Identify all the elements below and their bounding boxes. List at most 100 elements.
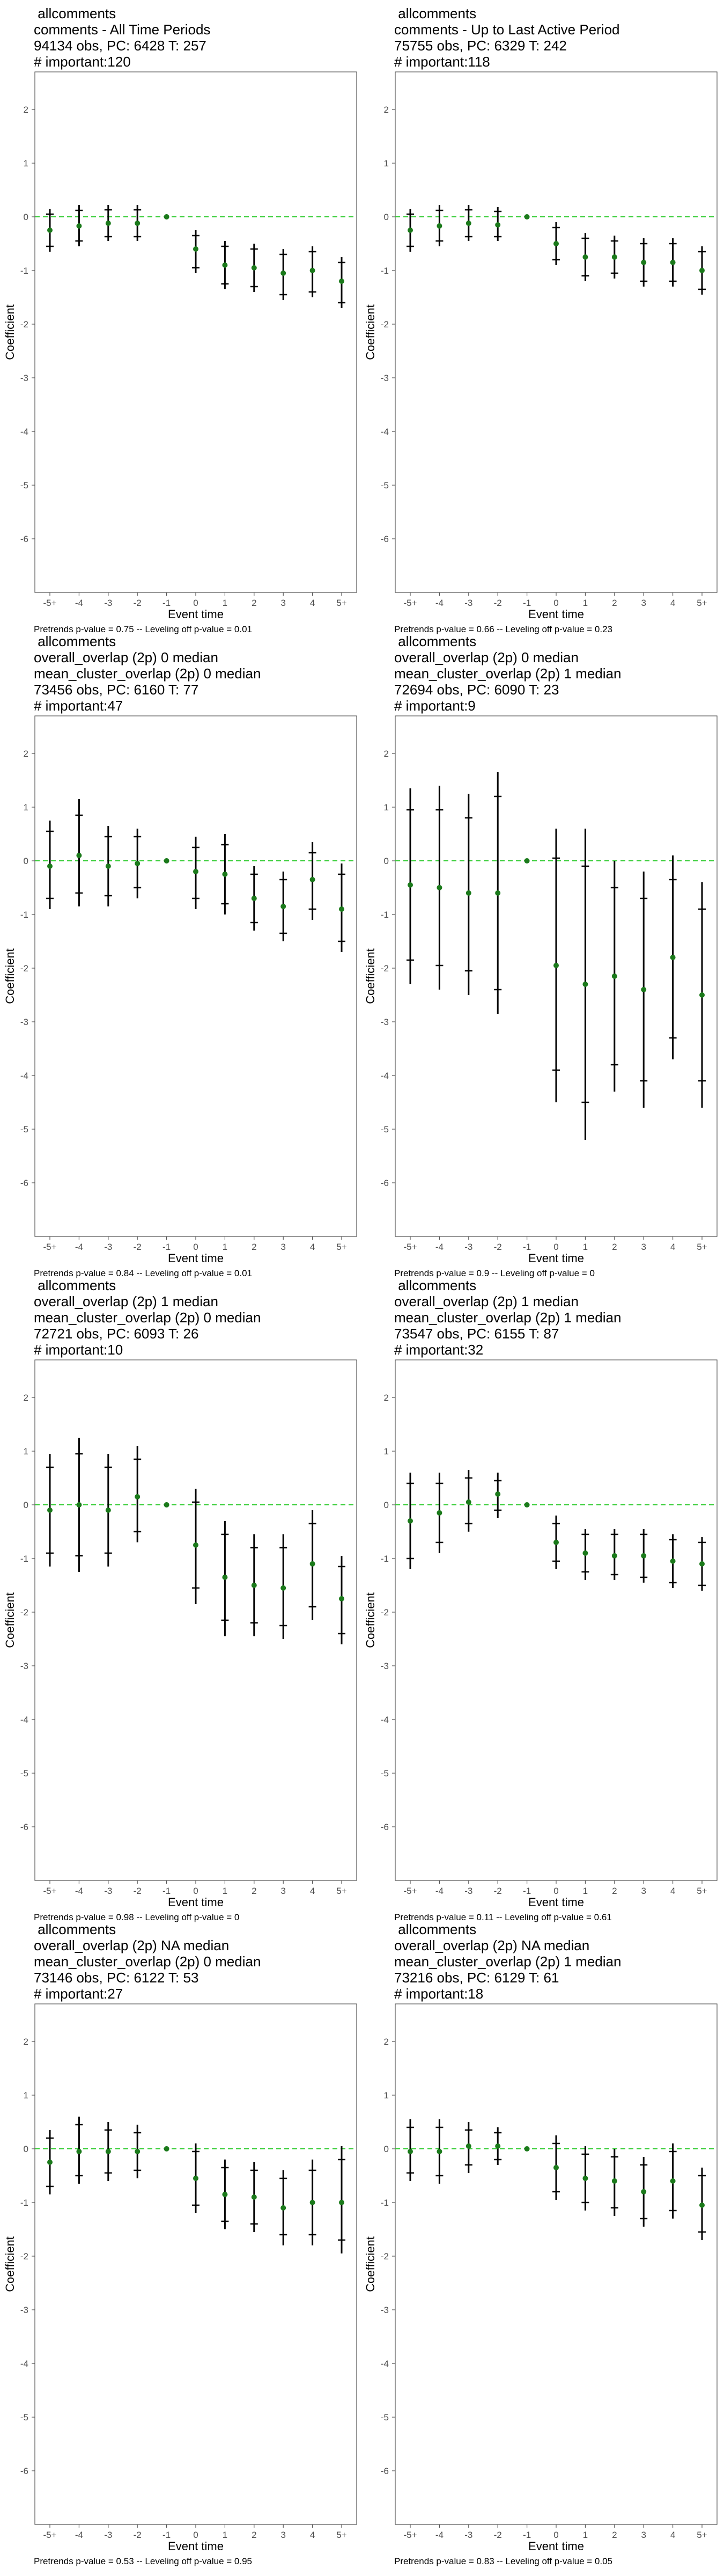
chart-title-line: # important:120 [34,54,131,70]
chart-title-line: comments - Up to Last Active Period [394,21,620,38]
coefficient-point [222,2192,228,2197]
coefficient-point [105,2149,111,2154]
x-tick-label: -1 [162,2530,171,2540]
y-tick-label: -6 [381,1178,389,1188]
x-tick-label: -4 [75,1242,83,1252]
coefficient-point [641,987,647,992]
x-tick-label: 0 [553,2530,558,2540]
y-tick-label: -6 [381,2466,389,2476]
x-tick-label: -2 [494,1886,502,1896]
y-tick-label: 2 [24,2037,28,2047]
x-tick-label: 3 [641,598,646,608]
x-tick-label: -3 [104,2530,112,2540]
y-tick-label: -4 [381,2359,389,2369]
x-tick-label: 0 [553,1886,558,1896]
y-tick-label: -3 [20,373,28,383]
y-tick-label: -6 [20,534,28,544]
x-tick-label: -5+ [43,1242,56,1252]
x-tick-label: -5+ [403,1242,417,1252]
coefficient-point [582,1550,588,1556]
coefficient-point [135,861,141,866]
coefficient-point [437,1510,442,1516]
chart-title-line: overall_overlap (2p) 0 median [394,649,579,665]
y-tick-label: 0 [384,2144,389,2154]
y-tick-label: -2 [381,1607,389,1618]
x-tick-label: -4 [435,598,444,608]
y-tick-label: 1 [24,802,28,813]
coefficient-point [611,2178,617,2184]
chart-panel: allcomments overall_overlap (2p) NA media… [0,1921,360,2576]
x-tick-label: 1 [223,598,227,608]
x-tick-label: 1 [583,1886,588,1896]
x-tick-label: 0 [193,1886,198,1896]
chart-title-line: 75755 obs, PC: 6329 T: 242 [394,38,567,54]
chart-panel: allcomments overall_overlap (2p) 1 median… [360,1277,721,1932]
chart-plot: 2 1 0 -1 -2 -3 -4 -5 -6 -5+ -4 -3 -2 -1 0 1 2 3 4 5+ Event t… [3,2003,357,2553]
chart-title-line: mean_cluster_overlap (2p) 0 median [34,665,261,682]
chart-title-line: allcomments [394,1921,477,1937]
x-tick-label: -4 [75,1886,83,1896]
coefficient-point [222,872,228,877]
x-tick-label: -5+ [403,1886,417,1896]
coefficient-point [251,1583,257,1588]
x-tick-label: -2 [494,598,502,608]
y-tick-label: -2 [381,963,389,974]
coefficient-point [437,223,442,229]
y-tick-label: -5 [20,1124,28,1135]
x-tick-label: -5+ [403,598,417,608]
y-tick-label: -2 [381,319,389,330]
coefficient-point [309,268,315,273]
chart-title: allcomments overall_overlap (2p) NA media… [34,1921,261,2002]
coefficient-point [339,906,344,912]
chart-panel: allcomments comments - All Time Periods 94… [0,0,360,644]
x-tick-label: 1 [223,1242,227,1252]
coefficient-point [280,2205,286,2211]
coefficient-point [164,2146,169,2151]
x-tick-label: 5+ [697,598,707,608]
y-tick-label: -6 [20,1178,28,1188]
chart-title: allcomments overall_overlap (2p) NA media… [394,1921,621,2002]
coefficient-point [280,270,286,276]
plot-frame [34,71,357,593]
coefficient-point [193,1542,198,1548]
x-tick-label: -4 [75,2530,83,2540]
y-tick-label: -6 [20,2466,28,2476]
x-tick-label: -5+ [43,598,56,608]
coefficient-point [553,241,559,246]
x-tick-label: 4 [670,1886,675,1896]
chart-title-line: allcomments [34,633,116,649]
y-tick-label: -4 [381,1071,389,1081]
x-tick-label: -3 [104,1242,112,1252]
x-tick-label: -3 [464,1886,472,1896]
y-axis-label: Coefficient [364,2236,377,2292]
x-tick-label: -4 [435,2530,444,2540]
chart-title-line: # important:9 [394,698,476,714]
chart-title: allcomments comments - All Time Periods 94… [34,5,210,70]
coefficient-point [309,877,315,882]
coefficient-point [408,882,413,888]
x-tick-label: 5+ [336,2530,346,2540]
coefficient-point [699,2202,705,2208]
x-axis-label: Event time [528,1896,584,1909]
y-axis-label: Coefficient [3,1592,17,1648]
chart-title-line: # important:47 [34,698,123,714]
x-tick-label: 2 [252,1886,256,1896]
y-tick-label: -3 [381,373,389,383]
chart-title-line: # important:18 [394,1986,484,2002]
plot-frame [34,715,357,1237]
y-tick-label: -2 [20,2251,28,2262]
y-tick-label: -1 [381,2198,389,2208]
x-tick-label: 5+ [697,1242,707,1252]
y-axis-label: Coefficient [3,304,17,360]
x-tick-label: 2 [612,2530,617,2540]
coefficient-point [641,1553,647,1558]
x-tick-label: 0 [553,598,558,608]
x-tick-label: 4 [310,598,315,608]
coefficient-point [466,1499,471,1505]
chart-title: allcomments overall_overlap (2p) 1 median… [34,1277,261,1358]
y-tick-label: -5 [381,1768,389,1779]
chart-title-line: allcomments [34,1921,116,1937]
y-tick-label: -5 [381,1124,389,1135]
x-tick-label: 4 [670,1242,675,1252]
y-tick-label: -3 [20,1661,28,1671]
